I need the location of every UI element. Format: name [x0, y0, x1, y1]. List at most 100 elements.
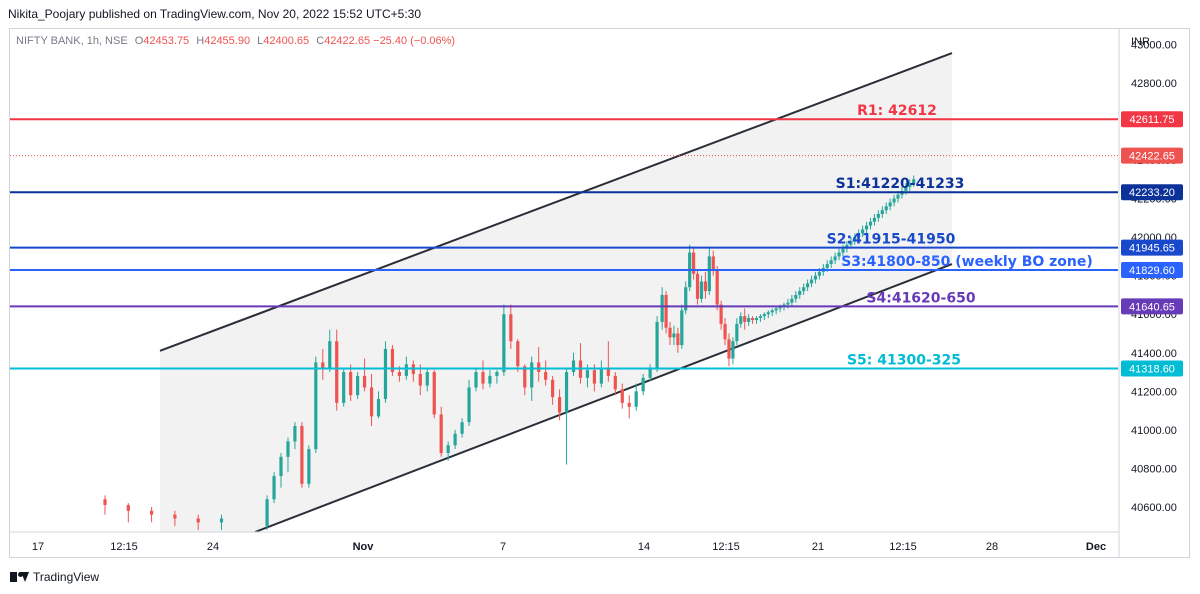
- candle-body: [707, 256, 711, 292]
- candle-body: [880, 210, 884, 215]
- legend-change: −25.40 (−0.06%): [373, 35, 456, 47]
- legend-close-value: 42422.65: [324, 35, 371, 47]
- candle-body: [668, 327, 672, 338]
- channel-upper-line[interactable]: [159, 52, 953, 352]
- candle-body: [300, 426, 304, 484]
- candle-body: [786, 302, 790, 305]
- candle-body: [699, 281, 704, 299]
- candle-body: [397, 372, 402, 376]
- legend-low-label: L: [257, 35, 264, 47]
- x-tick-label: Dec: [1086, 541, 1106, 553]
- legend-open-label: O: [134, 35, 144, 47]
- candle-body: [627, 402, 631, 407]
- x-tick-label: 7: [500, 541, 506, 553]
- candle-body: [362, 375, 367, 388]
- candle-body: [805, 283, 810, 288]
- y-tick-label: 41000.00: [1131, 425, 1177, 437]
- candle-body: [876, 214, 880, 218]
- candle-body: [747, 318, 751, 322]
- candle-body: [293, 426, 297, 442]
- candle-body: [778, 306, 782, 309]
- candle-body: [404, 364, 408, 376]
- candle-body: [219, 518, 224, 523]
- candle-body: [126, 505, 130, 511]
- level-label-s1: S1:41220-41233: [836, 176, 965, 192]
- legend-close-label: C: [316, 35, 325, 47]
- candle-body: [376, 399, 381, 417]
- x-tick-label: 24: [207, 541, 219, 553]
- candle-body: [853, 237, 857, 241]
- candle-body: [837, 252, 841, 257]
- candle-body: [864, 225, 869, 230]
- candle-body: [766, 312, 770, 315]
- level-label-s5: S5: 41300-325: [847, 352, 961, 368]
- candle-body: [723, 323, 727, 340]
- tradingview-logo-icon: [10, 571, 30, 583]
- candle-body: [892, 198, 896, 203]
- candle-body: [488, 375, 492, 384]
- candle-body: [272, 476, 276, 500]
- candle-body: [833, 256, 837, 261]
- level-label-s3: S3:41800-850 (weekly BO zone): [841, 254, 1093, 270]
- price-channel[interactable]: [159, 52, 953, 532]
- candle-body: [537, 362, 541, 373]
- chart-frame: [9, 28, 1190, 558]
- candle-body: [592, 370, 597, 384]
- candle-body: [754, 318, 759, 321]
- candle-body: [307, 449, 311, 484]
- candle-body: [502, 314, 506, 373]
- candle-body: [279, 456, 283, 477]
- candle-body: [516, 341, 520, 367]
- x-tick-label: 17: [32, 541, 44, 553]
- price-badge-label: 42233.20: [1129, 187, 1175, 199]
- candle-body: [896, 194, 900, 199]
- candle-body: [425, 372, 429, 386]
- y-tick-label: 40800.00: [1131, 463, 1177, 475]
- candle-body: [715, 269, 719, 305]
- legend-open-value: 42453.75: [143, 35, 190, 47]
- channel-lower-line[interactable]: [254, 263, 953, 532]
- candle-body: [774, 308, 778, 311]
- price-badge: [1121, 147, 1183, 164]
- candle-body: [809, 279, 814, 284]
- candle-body: [103, 499, 107, 506]
- candle-body: [884, 206, 888, 211]
- y-tick-label: 42800.00: [1131, 78, 1177, 90]
- candle-body: [328, 341, 332, 369]
- footer-brand: TradingView: [33, 570, 100, 584]
- candle-body: [390, 348, 395, 373]
- price-badge: [1121, 184, 1183, 201]
- channel-fill: [160, 53, 952, 532]
- price-badge: [1121, 360, 1183, 377]
- candle-body: [620, 389, 624, 403]
- currency-label: INR: [1131, 36, 1150, 48]
- x-tick-label: 28: [986, 541, 998, 553]
- candle-body: [762, 314, 766, 317]
- x-tick-label: 12:15: [110, 541, 138, 553]
- candle-body: [585, 370, 590, 378]
- candle-body: [321, 362, 325, 369]
- publisher-line: Nikita_Poojary published on TradingView.…: [8, 7, 422, 21]
- candle-body: [173, 514, 177, 519]
- y-tick-label: 43000.00: [1131, 39, 1177, 51]
- price-badge: [1121, 298, 1183, 315]
- candle-body: [557, 397, 562, 413]
- candle-body: [680, 310, 684, 346]
- candle-body: [342, 372, 346, 403]
- candle-body: [691, 252, 696, 274]
- candle-body: [719, 304, 723, 324]
- candle-body: [735, 323, 739, 342]
- x-tick-label: 12:15: [889, 541, 917, 553]
- candle-body: [912, 179, 916, 184]
- candle-body: [849, 240, 853, 245]
- candle-body: [564, 372, 569, 413]
- candle-body: [888, 202, 892, 207]
- candle-body: [750, 318, 755, 321]
- candle-body: [684, 287, 688, 311]
- level-label-s2: S2:41915-41950: [827, 232, 956, 248]
- candle-body: [711, 256, 715, 270]
- x-tick-label: Nov: [353, 541, 375, 553]
- candle-body: [817, 271, 821, 276]
- candle-body: [672, 333, 676, 338]
